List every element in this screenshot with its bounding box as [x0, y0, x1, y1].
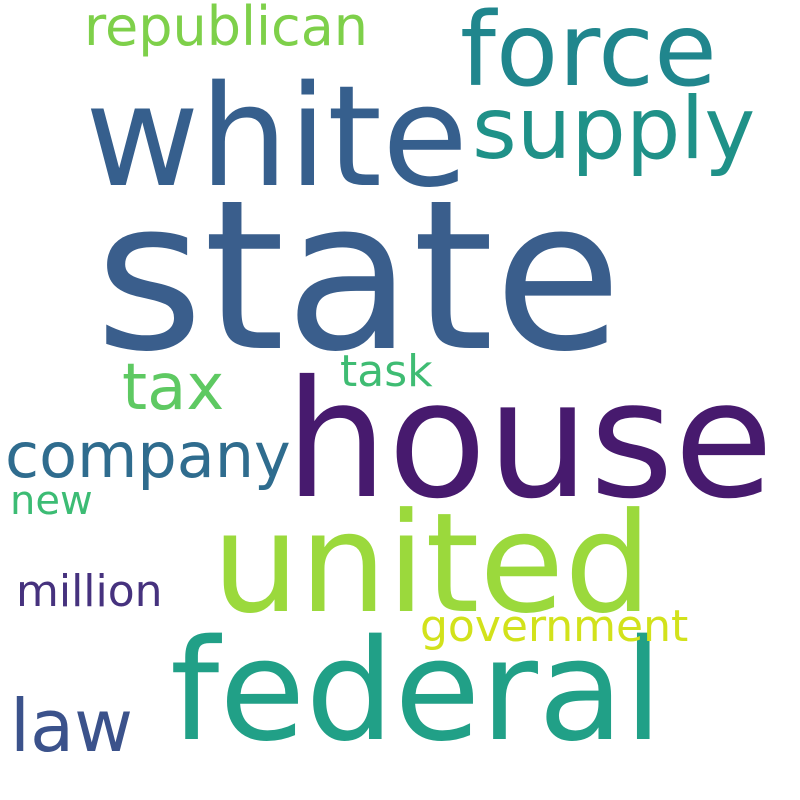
word-federal: federal — [170, 610, 663, 773]
word-tax: tax — [122, 351, 225, 425]
word-government: government — [420, 601, 689, 652]
word-million: million — [16, 566, 163, 617]
word-house: house — [285, 347, 774, 535]
word-law: law — [10, 684, 134, 768]
word-task: task — [340, 346, 433, 397]
word-supply: supply — [472, 79, 756, 179]
word-republican: republican — [84, 0, 369, 58]
word-state: state — [95, 156, 622, 398]
word-company: company — [5, 419, 291, 492]
word-force: force — [460, 0, 717, 110]
word-united: united — [212, 483, 652, 644]
word-white: white — [85, 56, 469, 219]
word-new: new — [10, 478, 93, 524]
